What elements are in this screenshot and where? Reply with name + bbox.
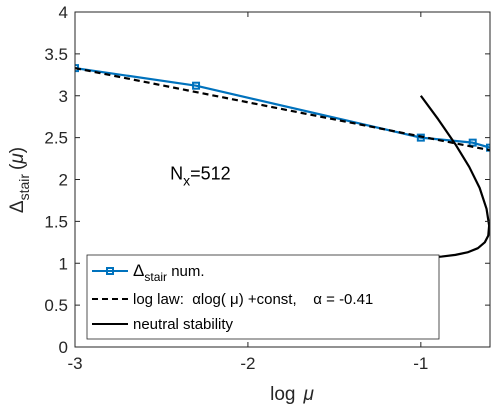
y-axis-label-main: Δ bbox=[7, 200, 28, 213]
y-tick-label: 2.5 bbox=[44, 129, 68, 148]
y-tick-label: 2 bbox=[59, 171, 68, 190]
y-tick-label: 3 bbox=[59, 87, 68, 106]
y-tick-label: 1 bbox=[59, 254, 68, 273]
x-axis-label: log μ bbox=[270, 384, 314, 405]
legend: Δstair num. log law: αlog( μ) +const, α … bbox=[86, 254, 440, 340]
legend-label-neutral-stability: neutral stability bbox=[133, 316, 234, 333]
series-layer bbox=[75, 64, 490, 259]
legend-box bbox=[86, 254, 440, 340]
y-tick-label: 4 bbox=[59, 3, 68, 22]
x-tick-label: -2 bbox=[240, 354, 255, 373]
x-axis-label-var: μ bbox=[302, 384, 314, 405]
legend-marker-numerical bbox=[106, 267, 114, 275]
y-tick-label: 0.5 bbox=[44, 296, 68, 315]
x-tick-label: -1 bbox=[413, 354, 428, 373]
y-axis-label-paren-close: ) bbox=[7, 147, 28, 153]
nx-annotation-sub: x bbox=[183, 173, 190, 189]
nx-annotation: Nx=512 bbox=[170, 164, 231, 189]
legend-label-log-law: log law: αlog( μ) +const, α = -0.41 bbox=[133, 291, 373, 308]
y-tick-label: 3.5 bbox=[44, 45, 68, 64]
x-axis-label-main: log bbox=[270, 384, 295, 405]
y-axis-label-paren-open: ( bbox=[7, 163, 28, 170]
legend-label-numerical-main: Δ bbox=[133, 261, 144, 280]
x-tick-label: -3 bbox=[67, 354, 82, 373]
y-axis-label: Δstair (μ) bbox=[7, 147, 32, 213]
y-tick-label: 0 bbox=[59, 338, 68, 357]
y-axis-label-sub: stair bbox=[16, 174, 32, 201]
series-log-law-line bbox=[75, 67, 490, 152]
y-axis-label-var: μ bbox=[7, 153, 28, 165]
ticks-layer: -3 -2 -1 0 0.5 1 1.5 2 2.5 3 3.5 4 bbox=[44, 3, 490, 373]
legend-label-numerical-rest: num. bbox=[167, 263, 205, 280]
y-tick-label: 1.5 bbox=[44, 212, 68, 231]
nx-annotation-main: N bbox=[170, 164, 183, 184]
legend-label-numerical-sub: stair bbox=[144, 270, 167, 284]
numerical-point-marker bbox=[486, 143, 490, 152]
nx-annotation-rest: =512 bbox=[190, 164, 231, 184]
numerical-point-marker bbox=[192, 81, 201, 90]
legend-label-numerical: Δstair num. bbox=[133, 261, 205, 284]
series-neutral-stability-curve bbox=[419, 95, 490, 259]
